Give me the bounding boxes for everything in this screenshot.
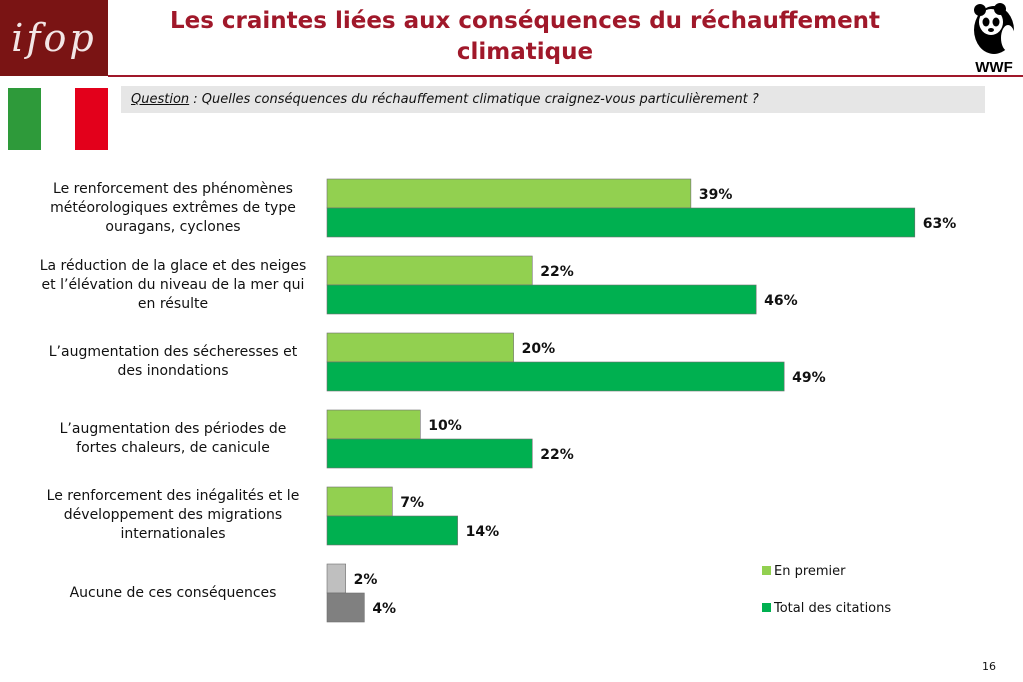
ifop-logo-text: ifop (11, 16, 97, 60)
legend-swatch (762, 603, 771, 612)
data-label: 49% (792, 370, 826, 386)
bar-total (326, 592, 365, 623)
data-label: 7% (400, 495, 424, 511)
data-label: 20% (522, 341, 556, 357)
bar-first (326, 178, 692, 209)
bar-total (326, 207, 916, 238)
category-label: L’augmentation des périodes de fortes ch… (59, 421, 287, 456)
data-label: 2% (354, 572, 378, 588)
question-box: Question : Quelles conséquences du récha… (121, 86, 985, 113)
panda-icon: WWF (974, 3, 1015, 76)
question-label: Question (131, 92, 190, 107)
data-label: 4% (372, 601, 396, 617)
bar-total (326, 361, 785, 392)
category-label: L’augmentation des sécheresses et des in… (48, 344, 298, 379)
bar-first (326, 409, 421, 440)
wwf-logo: WWF (966, 0, 1023, 76)
data-label: 10% (428, 418, 462, 434)
page-number: 16 (982, 660, 996, 673)
flag-stripe-red (74, 88, 108, 150)
data-label: 22% (540, 447, 574, 463)
category-label: Le renforcement des inégalités et le dév… (46, 488, 300, 542)
title-divider (108, 75, 1023, 77)
data-label: 39% (699, 187, 733, 203)
data-label: 63% (923, 216, 957, 232)
flag-stripe-green (8, 88, 42, 150)
bar-first (326, 486, 393, 517)
question-text: : Quelles conséquences du réchauffement … (189, 92, 759, 107)
page-title: Les craintes liées aux conséquences du r… (169, 8, 881, 65)
data-label: 46% (764, 293, 798, 309)
category-label: La réduction de la glace et des neiges e… (39, 258, 307, 312)
legend-item-first: En premier (762, 564, 846, 579)
data-label: 22% (540, 264, 574, 280)
category-label: Aucune de ces conséquences (69, 585, 277, 601)
bar-total (326, 515, 458, 546)
bar-first (326, 332, 514, 363)
italy-flag (8, 88, 108, 150)
legend-swatch (762, 566, 771, 575)
flag-stripe-white (41, 88, 75, 150)
bar-first (326, 563, 346, 594)
bar-total (326, 438, 533, 469)
bar-first (326, 255, 533, 286)
ifop-logo: ifop (0, 0, 108, 76)
legend-item-total: Total des citations (762, 601, 891, 616)
legend-label: En premier (774, 564, 846, 579)
legend-label: Total des citations (774, 601, 892, 616)
bar-total (326, 284, 757, 315)
data-label: 14% (466, 524, 500, 540)
wwf-logo-text: WWF (975, 59, 1012, 76)
category-label: Le renforcement des phénomènes météorolo… (50, 181, 296, 235)
